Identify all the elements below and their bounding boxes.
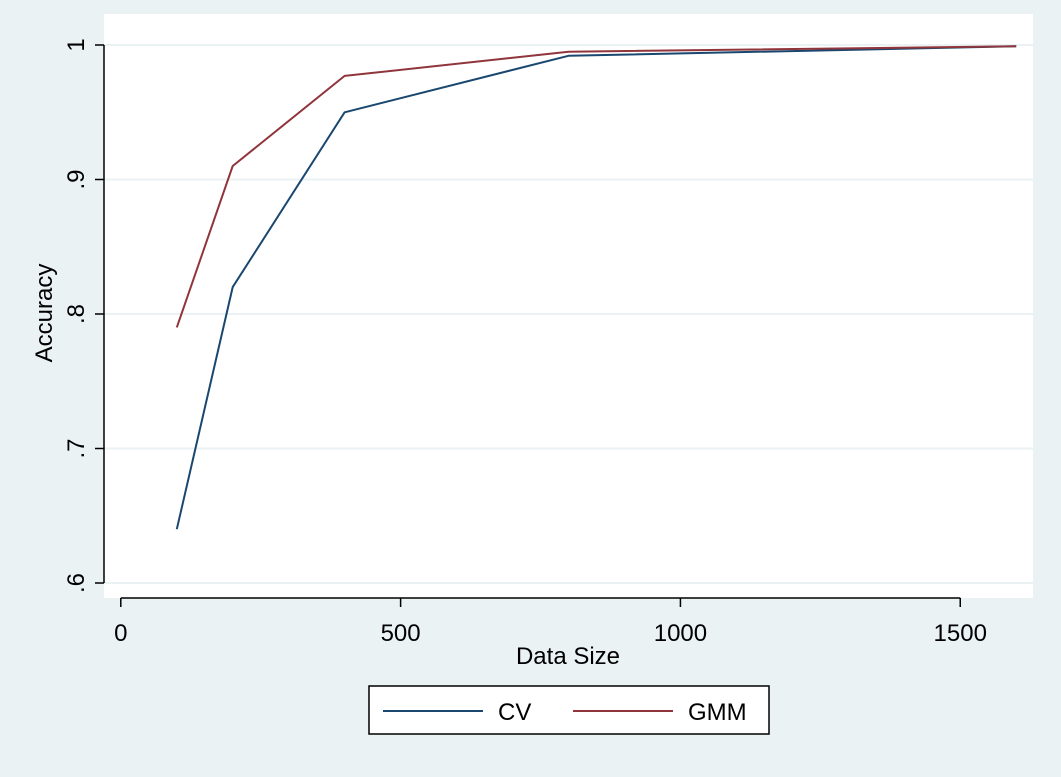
axes: .6 .7 .8 .9 1 0 500 1000 1500 bbox=[63, 38, 987, 647]
y-tick-label-3: .9 bbox=[63, 169, 90, 189]
x-tick-label-3: 1500 bbox=[934, 620, 987, 647]
x-tick-label-2: 1000 bbox=[654, 620, 707, 647]
plot-area bbox=[104, 14, 1033, 598]
y-axis-title: Accuracy bbox=[31, 264, 58, 363]
legend-label-cv: CV bbox=[498, 699, 531, 726]
series-line-gmm bbox=[175, 45, 1017, 328]
y-tick-label-1: .7 bbox=[63, 438, 90, 458]
x-axis-title: Data Size bbox=[516, 643, 620, 670]
legend: CV GMM bbox=[368, 685, 770, 735]
x-tick-label-0: 0 bbox=[114, 620, 127, 647]
axis-labels: Data Size Accuracy bbox=[31, 264, 620, 670]
series-lines bbox=[175, 45, 1017, 530]
y-tick-label-4: 1 bbox=[63, 38, 90, 51]
legend-label-gmm: GMM bbox=[688, 699, 747, 726]
x-tick-label-1: 500 bbox=[381, 620, 421, 647]
gridlines bbox=[104, 44, 1033, 584]
series-line-cv bbox=[175, 45, 1017, 530]
y-tick-label-0: .6 bbox=[63, 573, 90, 593]
y-tick-label-2: .8 bbox=[63, 304, 90, 324]
